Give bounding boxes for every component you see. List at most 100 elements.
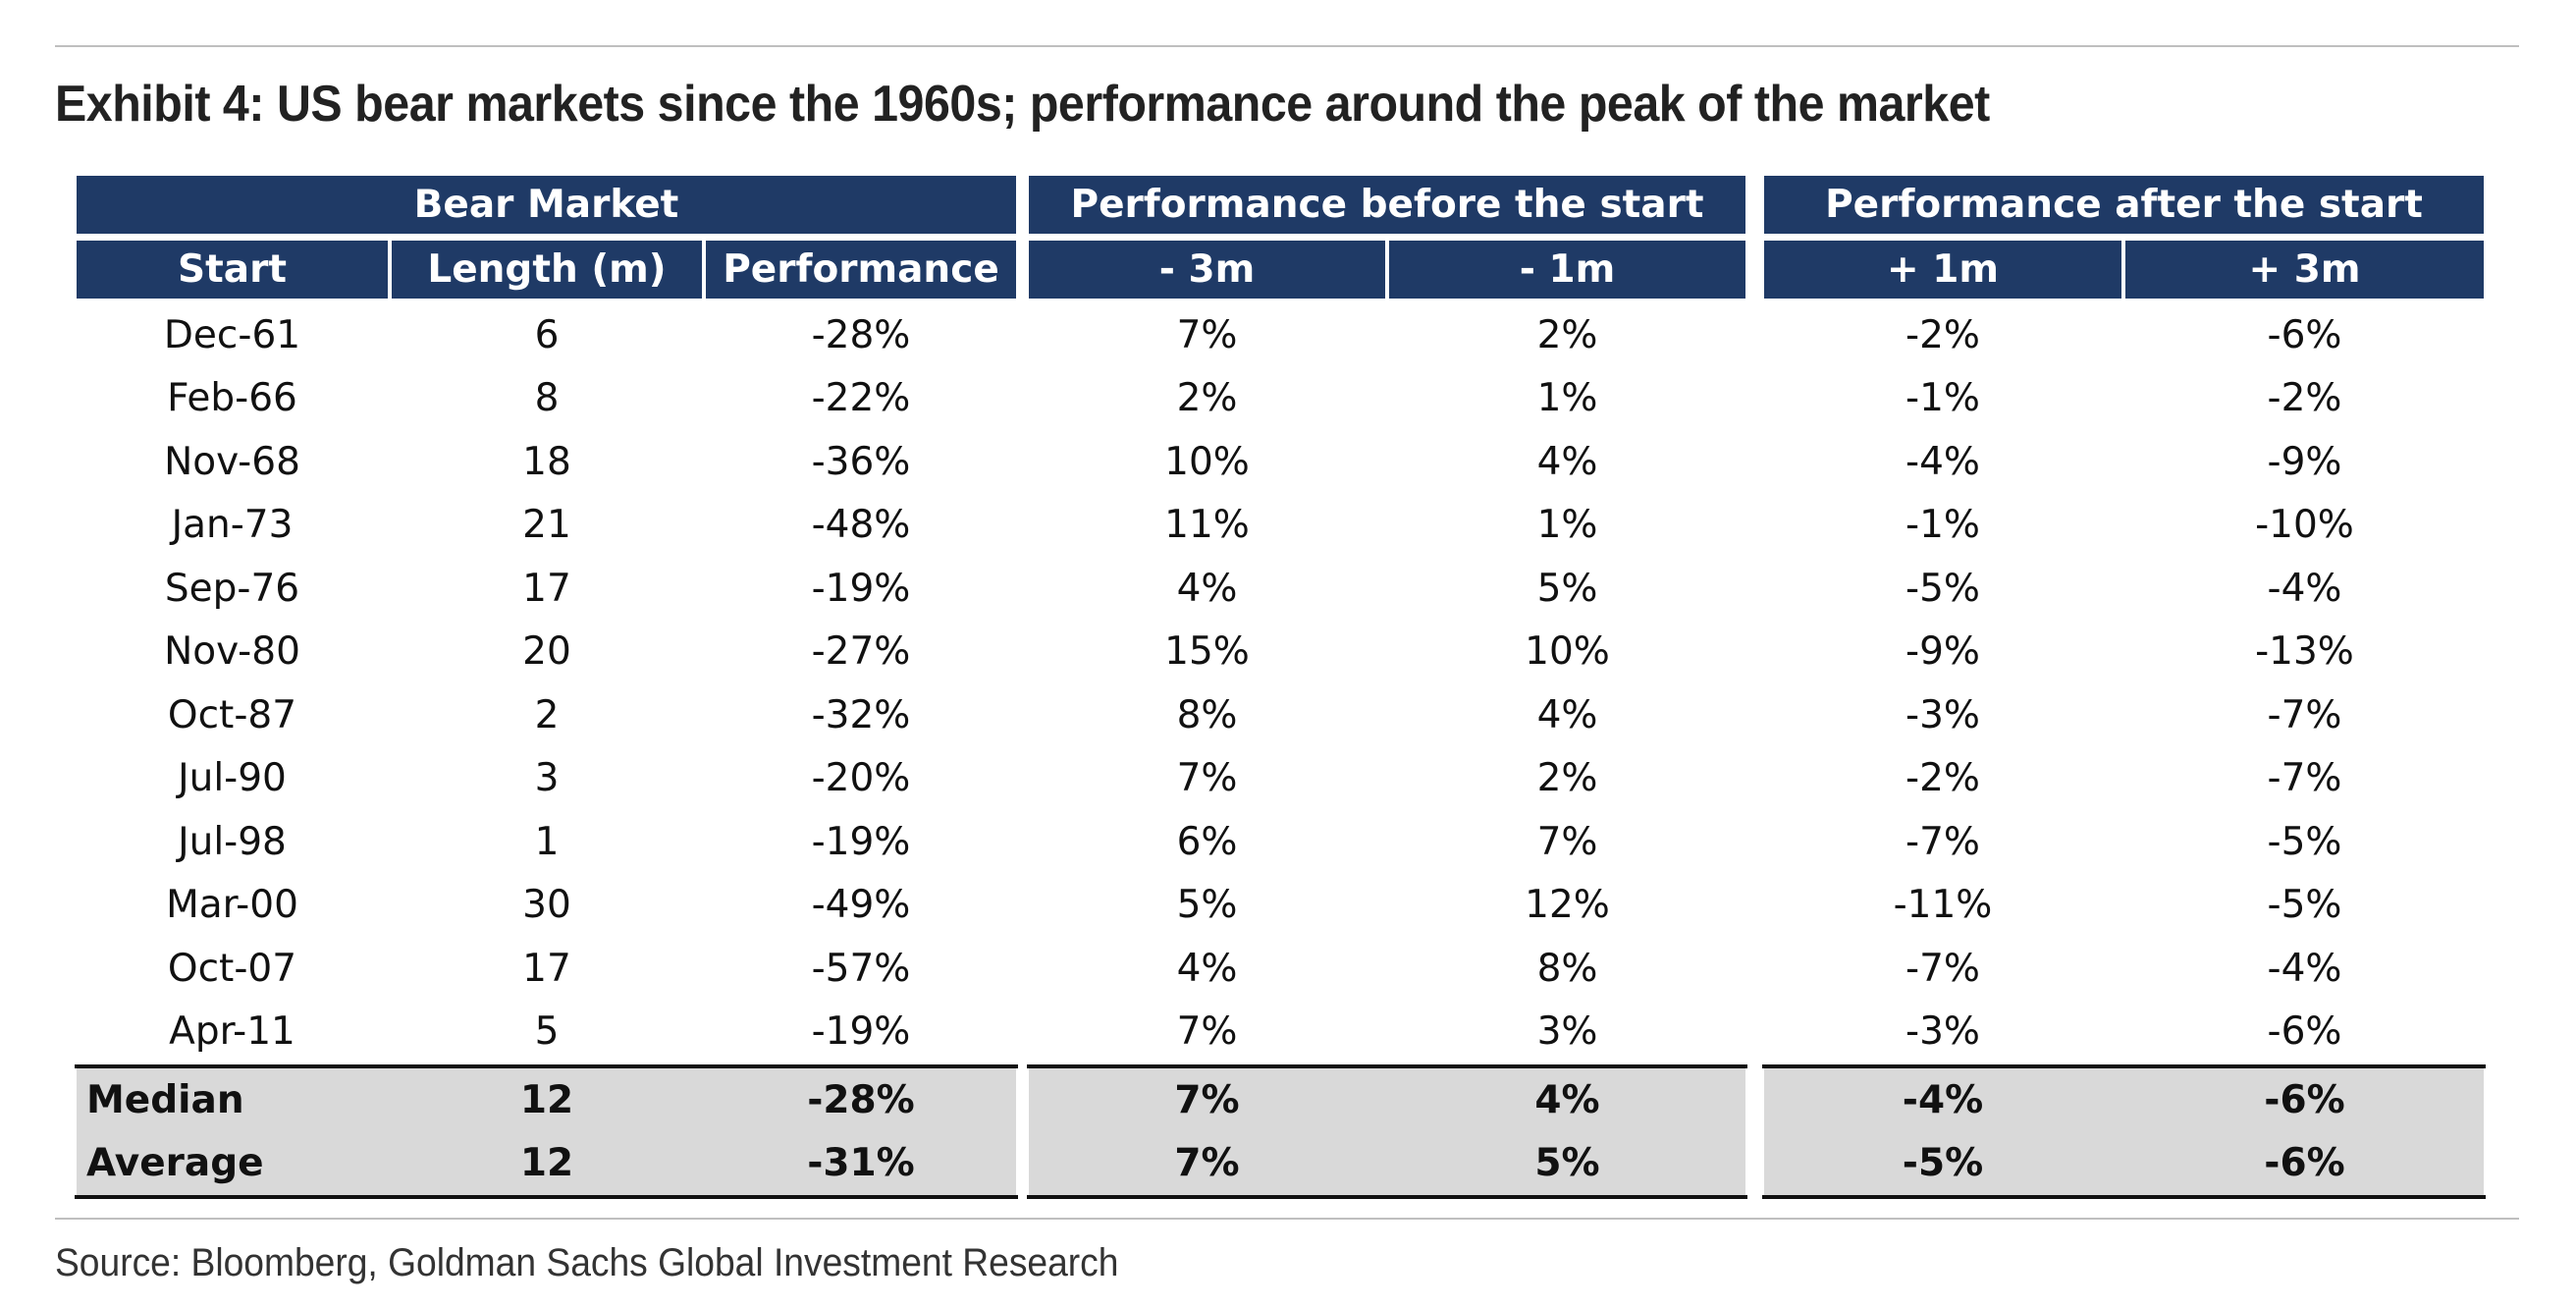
table-cell: -3% bbox=[1905, 1009, 1980, 1055]
summary-shading bbox=[77, 1068, 1016, 1195]
table-cell: 4% bbox=[1176, 946, 1238, 991]
summary-row-label: Average bbox=[86, 1141, 264, 1186]
table-cell: 7% bbox=[1536, 819, 1598, 864]
summary-top-rule bbox=[75, 1064, 1018, 1068]
summary-cell: 12 bbox=[519, 1141, 574, 1186]
summary-cell: 7% bbox=[1174, 1077, 1240, 1122]
table-cell: -19% bbox=[811, 566, 911, 611]
table-cell: 4% bbox=[1536, 439, 1598, 484]
column-header: - 1m bbox=[1389, 241, 1745, 299]
table-cell: Nov-68 bbox=[164, 439, 300, 484]
table-cell: -6% bbox=[2267, 1009, 2342, 1055]
summary-cell: 4% bbox=[1534, 1077, 1600, 1122]
summary-cell: 7% bbox=[1174, 1141, 1240, 1186]
table-cell: 18 bbox=[522, 439, 571, 484]
table-cell: 8 bbox=[534, 376, 560, 421]
table-cell: -7% bbox=[2267, 756, 2342, 801]
summary-cell: 5% bbox=[1534, 1141, 1600, 1186]
exhibit-title: Exhibit 4: US bear markets since the 196… bbox=[55, 76, 1990, 133]
table-cell: 7% bbox=[1176, 312, 1238, 357]
summary-bottom-rule bbox=[1027, 1195, 1747, 1199]
table-cell: 7% bbox=[1176, 756, 1238, 801]
table-cell: 21 bbox=[522, 503, 571, 548]
table-cell: -10% bbox=[2255, 503, 2354, 548]
table-cell: 5% bbox=[1176, 883, 1238, 928]
table-cell: Apr-11 bbox=[169, 1009, 295, 1055]
summary-cell: -6% bbox=[2264, 1077, 2345, 1122]
table-cell: -1% bbox=[1905, 503, 1980, 548]
column-header: Length (m) bbox=[392, 241, 702, 299]
table-cell: Jul-90 bbox=[178, 756, 287, 801]
top-rule bbox=[55, 45, 2519, 47]
table-cell: 12% bbox=[1525, 883, 1610, 928]
table-cell: -2% bbox=[1905, 756, 1980, 801]
table-cell: -48% bbox=[811, 503, 911, 548]
summary-bottom-rule bbox=[75, 1195, 1018, 1199]
table-cell: -7% bbox=[1905, 819, 1980, 864]
table-cell: Sep-76 bbox=[164, 566, 300, 611]
table-cell: 1 bbox=[534, 819, 560, 864]
table-cell: Nov-80 bbox=[164, 629, 300, 675]
summary-row-label: Median bbox=[86, 1077, 244, 1122]
table-cell: -20% bbox=[811, 756, 911, 801]
table-cell: -49% bbox=[811, 883, 911, 928]
table-cell: -2% bbox=[1905, 312, 1980, 357]
table-cell: -19% bbox=[811, 819, 911, 864]
table-cell: -7% bbox=[2267, 692, 2342, 737]
table-cell: -4% bbox=[2267, 566, 2342, 611]
table-cell: -3% bbox=[1905, 692, 1980, 737]
summary-top-rule bbox=[1027, 1064, 1747, 1068]
table-cell: 11% bbox=[1164, 503, 1250, 548]
summary-shading bbox=[1764, 1068, 2484, 1195]
table-cell: 15% bbox=[1164, 629, 1250, 675]
table-cell: Oct-07 bbox=[167, 946, 297, 991]
summary-cell: -31% bbox=[807, 1141, 915, 1186]
column-header: + 3m bbox=[2125, 241, 2484, 299]
table-cell: Feb-66 bbox=[167, 376, 297, 421]
table-cell: 5% bbox=[1536, 566, 1598, 611]
table-cell: 17 bbox=[522, 566, 571, 611]
table-cell: 8% bbox=[1536, 946, 1598, 991]
summary-shading bbox=[1029, 1068, 1745, 1195]
column-header: Start bbox=[77, 241, 388, 299]
column-header: Performance bbox=[706, 241, 1016, 299]
table-cell: -9% bbox=[2267, 439, 2342, 484]
table-cell: 4% bbox=[1176, 566, 1238, 611]
table-cell: Jan-73 bbox=[171, 503, 294, 548]
group-header: Performance after the start bbox=[1764, 176, 2484, 234]
source-note: Source: Bloomberg, Goldman Sachs Global … bbox=[55, 1241, 1119, 1284]
summary-top-rule bbox=[1762, 1064, 2486, 1068]
table-cell: -1% bbox=[1905, 376, 1980, 421]
table-cell: -27% bbox=[811, 629, 911, 675]
table-cell: 2 bbox=[534, 692, 560, 737]
table-cell: -32% bbox=[811, 692, 911, 737]
column-header: - 3m bbox=[1029, 241, 1385, 299]
table-cell: -9% bbox=[1905, 629, 1980, 675]
table-cell: -22% bbox=[811, 376, 911, 421]
table-cell: -11% bbox=[1893, 883, 1993, 928]
table-cell: 2% bbox=[1176, 376, 1238, 421]
table-cell: -4% bbox=[2267, 946, 2342, 991]
table-cell: -28% bbox=[811, 312, 911, 357]
group-header: Performance before the start bbox=[1029, 176, 1745, 234]
table-cell: -4% bbox=[1905, 439, 1980, 484]
table-cell: -5% bbox=[1905, 566, 1980, 611]
group-header: Bear Market bbox=[77, 176, 1016, 234]
table-cell: 10% bbox=[1525, 629, 1610, 675]
table-cell: Jul-98 bbox=[178, 819, 287, 864]
table-cell: 17 bbox=[522, 946, 571, 991]
table-cell: -13% bbox=[2255, 629, 2354, 675]
table-cell: 6% bbox=[1176, 819, 1238, 864]
summary-cell: 12 bbox=[519, 1077, 574, 1122]
table-cell: 8% bbox=[1176, 692, 1238, 737]
table-cell: -2% bbox=[2267, 376, 2342, 421]
table-cell: 3% bbox=[1536, 1009, 1598, 1055]
table-cell: 1% bbox=[1536, 376, 1598, 421]
table-cell: 10% bbox=[1164, 439, 1250, 484]
table-cell: 2% bbox=[1536, 756, 1598, 801]
table-cell: 30 bbox=[522, 883, 571, 928]
summary-cell: -5% bbox=[1902, 1141, 1984, 1186]
table-cell: -7% bbox=[1905, 946, 1980, 991]
table-cell: -6% bbox=[2267, 312, 2342, 357]
table-cell: 3 bbox=[534, 756, 560, 801]
